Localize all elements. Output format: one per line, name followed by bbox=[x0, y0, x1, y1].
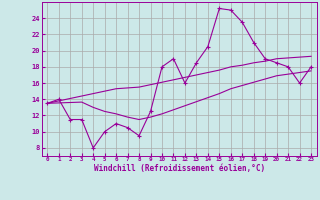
X-axis label: Windchill (Refroidissement éolien,°C): Windchill (Refroidissement éolien,°C) bbox=[94, 164, 265, 173]
